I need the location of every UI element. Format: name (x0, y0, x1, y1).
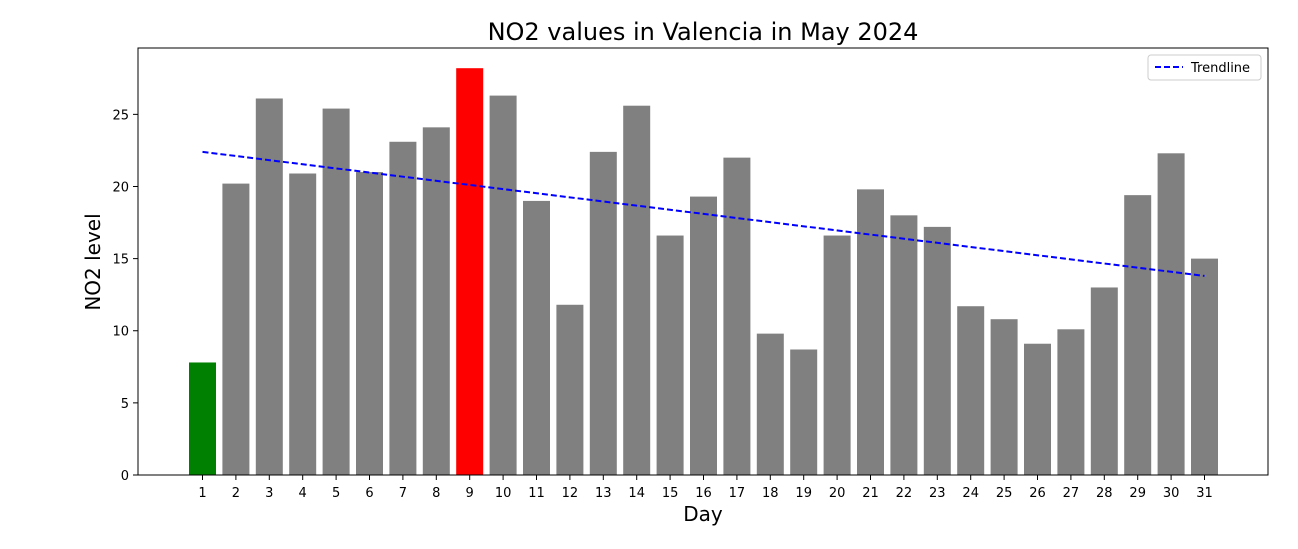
bar-day-28 (1090, 287, 1118, 475)
y-tick-label: 15 (112, 253, 129, 268)
bar-day-4 (289, 173, 317, 476)
x-tick-label: 29 (1129, 486, 1146, 501)
x-tick-label: 27 (1063, 486, 1080, 501)
bar-day-24 (957, 306, 985, 475)
bar-day-31 (1191, 258, 1218, 475)
bar-day-29 (1124, 195, 1152, 475)
bar-day-21 (857, 189, 884, 475)
x-tick-label: 9 (466, 486, 474, 501)
bar-day-1 (189, 362, 216, 475)
bar-day-22 (890, 215, 918, 476)
bar-day-5 (322, 108, 350, 476)
x-tick-label: 4 (299, 486, 307, 501)
bar-day-2 (222, 183, 250, 475)
bar-day-23 (923, 226, 951, 475)
trendline-group (202, 150, 1205, 277)
bar-day-10 (489, 95, 517, 475)
x-tick-label: 18 (762, 486, 779, 501)
x-tick-label: 6 (365, 486, 373, 501)
x-tick-label: 1 (198, 486, 206, 501)
bar-day-13 (589, 151, 617, 475)
y-axis: 0 5 10 15 20 25 (112, 108, 138, 484)
bar-day-16 (690, 196, 717, 475)
x-tick-label: 5 (332, 486, 340, 501)
x-tick-label: 28 (1096, 486, 1113, 501)
x-tick-label: 17 (729, 486, 746, 501)
x-tick-label: 30 (1163, 486, 1180, 501)
x-tick-label: 19 (795, 486, 812, 501)
legend-box (1147, 54, 1262, 81)
x-tick-label: 14 (628, 486, 645, 501)
bar-day-26 (1024, 343, 1051, 475)
bar-day-12 (556, 304, 584, 475)
x-tick-label: 25 (996, 486, 1013, 501)
x-tick-label: 26 (1029, 486, 1046, 501)
x-tick-label: 16 (695, 486, 712, 501)
x-tick-label: 12 (562, 486, 579, 501)
x-tick-label: 20 (829, 486, 846, 501)
legend: Trendline (1147, 54, 1262, 81)
bar-day-19 (790, 349, 818, 475)
x-tick-label: 22 (896, 486, 913, 501)
x-tick-label: 13 (595, 486, 612, 501)
y-tick-label: 0 (121, 469, 129, 484)
bar-day-17 (723, 157, 751, 475)
x-tick-label: 11 (528, 486, 545, 501)
bar-day-6 (356, 172, 383, 476)
bar-day-14 (623, 105, 651, 476)
x-tick-label: 31 (1196, 486, 1213, 501)
x-tick-label: 3 (265, 486, 273, 501)
x-tick-label: 24 (962, 486, 979, 501)
y-tick-label: 25 (112, 108, 129, 123)
y-tick-label: 10 (112, 325, 129, 340)
x-axis: 1 2 3 4 5 6 7 8 9 10 11 12 13 14 15 16 17 18 19 20 21 22 23 24 2… (198, 475, 1213, 501)
bar-day-27 (1057, 329, 1085, 475)
bar-day-11 (523, 200, 550, 475)
y-axis-label: NO2 level (81, 213, 105, 310)
x-tick-label: 7 (399, 486, 407, 501)
x-tick-label: 23 (929, 486, 946, 501)
trendline (202, 150, 1205, 277)
x-tick-label: 2 (232, 486, 240, 501)
bar-day-18 (756, 333, 784, 475)
x-tick-label: 10 (495, 486, 512, 501)
bar-day-8 (422, 127, 450, 475)
x-tick-label: 8 (432, 486, 440, 501)
bar-day-3 (255, 98, 283, 475)
bar-day-30 (1157, 153, 1185, 475)
y-tick-label: 20 (112, 180, 129, 195)
y-tick-label: 5 (121, 397, 129, 412)
x-tick-label: 21 (862, 486, 879, 501)
bar-day-15 (656, 235, 684, 475)
legend-trendline-label: Trendline (1190, 61, 1250, 76)
bar-day-9 (456, 68, 484, 475)
bar-day-7 (389, 141, 417, 475)
bar-day-20 (823, 235, 851, 475)
x-tick-label: 15 (662, 486, 679, 501)
bar-day-25 (990, 319, 1018, 475)
x-axis-label: Day (683, 502, 723, 526)
chart-title: NO2 values in Valencia in May 2024 (488, 18, 919, 46)
